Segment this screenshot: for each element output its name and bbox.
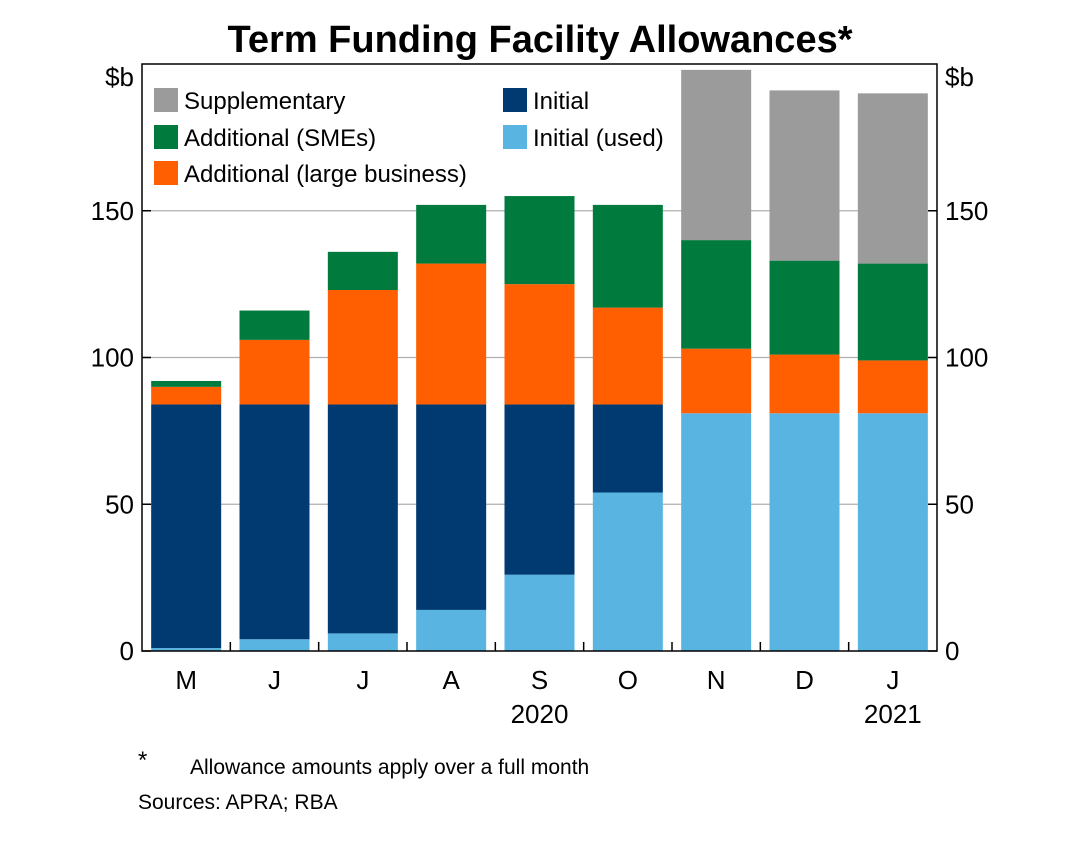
bar-segment-additional-smes <box>327 251 398 290</box>
x-tick-label: D <box>795 665 814 695</box>
y-tick-label-right: 50 <box>945 489 974 519</box>
bar-segment-initial <box>416 404 487 610</box>
bars <box>151 69 928 651</box>
bar-segment-additional-smes <box>504 196 575 285</box>
legend-label: Supplementary <box>184 88 345 115</box>
footnote-marker: * <box>138 747 147 774</box>
bar-segment-additional-smes <box>769 260 840 355</box>
bar-segment-additional-large-business <box>239 339 310 405</box>
legend-swatch <box>503 125 527 149</box>
bar-segment-additional-smes <box>592 204 663 308</box>
bar-segment-initial-used <box>327 633 398 651</box>
bar-segment-additional-smes <box>416 204 487 264</box>
bar-segment-supplementary <box>857 93 928 264</box>
y-tick-labels: 0 0 50 50 100 100 150 150 <box>91 196 989 666</box>
legend: Supplementary Initial Additional (SMEs) Ini… <box>154 88 664 188</box>
bar-segment-initial <box>592 404 663 493</box>
x-tick-label: J <box>268 665 281 695</box>
legend-label: Additional (SMEs) <box>184 125 376 152</box>
legend-swatch <box>154 161 178 185</box>
x-tick-label: S <box>531 665 548 695</box>
bar-segment-initial <box>327 404 398 634</box>
bar-segment-additional-large-business <box>327 289 398 405</box>
bar-segment-initial-used <box>151 648 222 651</box>
legend-swatch <box>154 125 178 149</box>
y-axis-unit-left: $b <box>105 62 134 92</box>
bar-segment-additional-large-business <box>592 307 663 405</box>
bar-segment-additional-smes <box>239 310 310 340</box>
year-label: 2021 <box>864 699 922 729</box>
x-tick-label: M <box>175 665 197 695</box>
footnote-text: Allowance amounts apply over a full mont… <box>190 756 589 779</box>
x-tick-label: A <box>442 665 460 695</box>
y-axis-unit-right: $b <box>945 62 974 92</box>
bar-segment-initial-used <box>239 639 310 651</box>
y-tick-label-right: 100 <box>945 343 988 373</box>
bar-segment-additional-smes <box>857 263 928 361</box>
x-tick-label: J <box>886 665 899 695</box>
bar-segment-additional-large-business <box>681 348 752 414</box>
legend-label: Initial (used) <box>533 125 664 152</box>
bar-segment-initial <box>504 404 575 575</box>
bar-segment-additional-large-business <box>151 386 222 405</box>
legend-label: Initial <box>533 88 589 115</box>
y-tick-label-left: 100 <box>91 343 134 373</box>
bar-segment-initial-used <box>769 413 840 651</box>
bar-segment-initial-used <box>504 574 575 651</box>
legend-swatch <box>154 88 178 112</box>
bar-segment-initial <box>239 404 310 640</box>
year-labels: 2020 2021 <box>511 699 922 729</box>
bar-segment-additional-large-business <box>857 360 928 414</box>
axis-ticks <box>142 210 937 652</box>
bar-segment-initial-used <box>592 492 663 651</box>
bar-segment-initial-used <box>416 609 487 651</box>
legend-swatch <box>503 88 527 112</box>
chart-title: Term Funding Facility Allowances* <box>228 19 853 61</box>
y-tick-label-right: 0 <box>945 636 959 666</box>
y-tick-label-left: 0 <box>120 636 134 666</box>
year-label: 2020 <box>511 699 569 729</box>
bar-segment-additional-smes <box>151 380 222 387</box>
y-tick-label-left: 150 <box>91 196 134 226</box>
bar-segment-initial-used <box>681 413 752 651</box>
bar-segment-initial-used <box>857 413 928 651</box>
bar-segment-supplementary <box>681 69 752 241</box>
bar-segment-additional-smes <box>681 240 752 349</box>
y-tick-label-right: 150 <box>945 196 988 226</box>
x-tick-label: O <box>618 665 638 695</box>
y-tick-label-left: 50 <box>105 489 134 519</box>
sources-note: Sources: APRA; RBA <box>138 791 338 814</box>
x-tick-label: J <box>356 665 369 695</box>
bar-segment-additional-large-business <box>504 284 575 405</box>
bar-segment-additional-large-business <box>416 263 487 405</box>
bar-segment-initial <box>151 404 222 649</box>
bar-segment-additional-large-business <box>769 354 840 414</box>
x-tick-label: N <box>707 665 726 695</box>
legend-label: Additional (large business) <box>184 161 467 188</box>
bar-segment-supplementary <box>769 90 840 261</box>
